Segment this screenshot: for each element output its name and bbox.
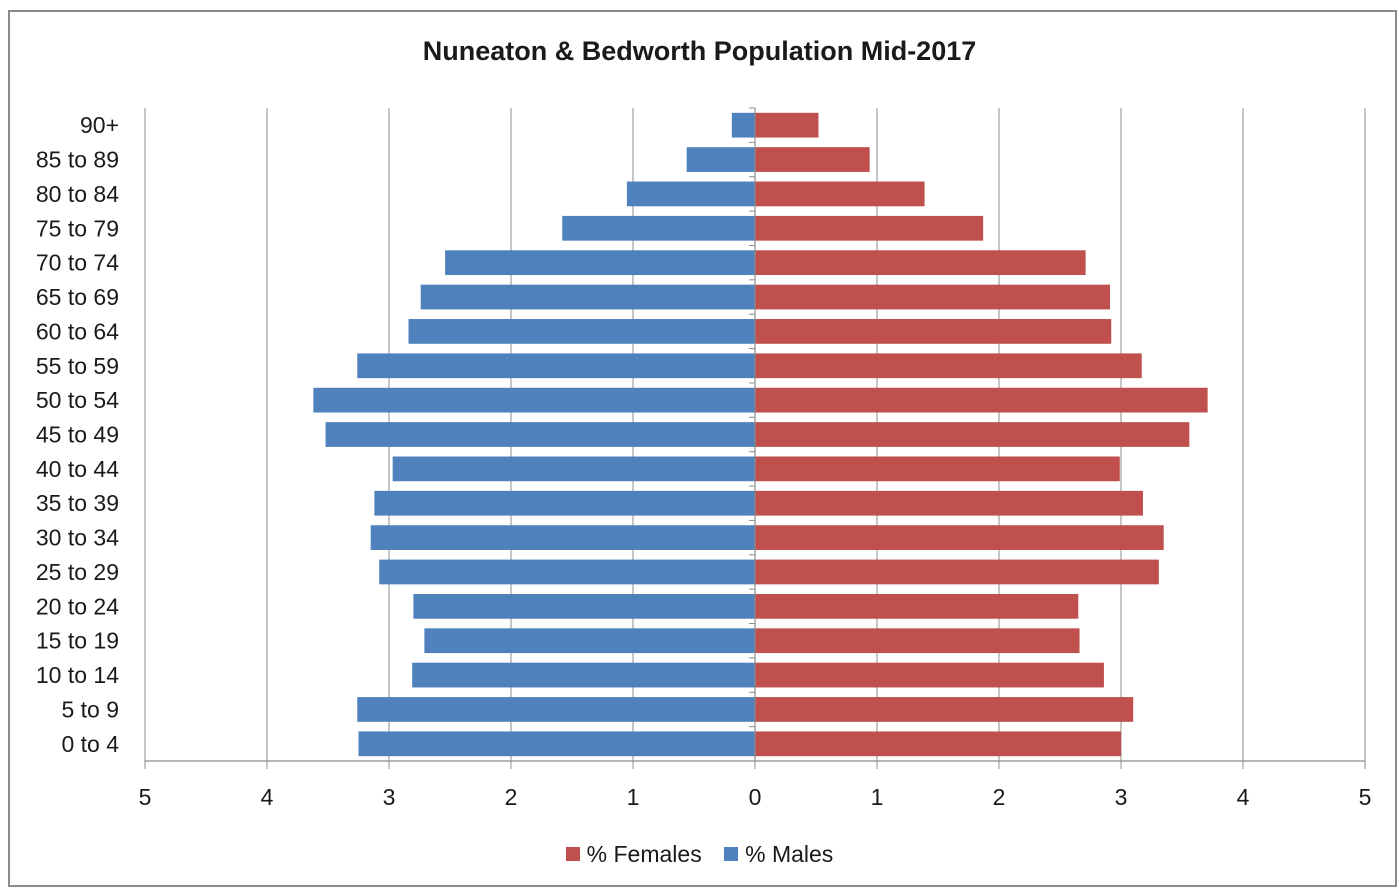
bar-males-15 [424,628,755,654]
category-label-18: 0 to 4 [61,731,119,757]
category-label-15: 15 to 19 [36,628,119,654]
category-label-17: 5 to 9 [61,696,119,722]
legend-swatch-males [724,847,739,861]
bar-females-17 [755,697,1134,722]
legend-swatch-females [565,847,580,861]
bar-females-16 [755,662,1104,688]
bar-males-17 [357,697,755,722]
bar-females-2 [755,181,925,207]
legend-item-males: % Males [724,841,833,868]
x-tick-label-4: 1 [627,784,640,810]
bar-females-7 [755,353,1142,379]
bar-males-18 [358,731,755,757]
bar-males-5 [420,284,755,310]
category-label-12: 30 to 34 [36,525,119,551]
bar-males-14 [413,593,755,619]
chart-plot: 90+ 85 to 89 80 to 84 75 to 79 70 to 74 65 to… [36,107,1372,810]
legend-label-females: % Females [586,840,702,867]
bar-males-9 [325,422,755,447]
bar-males-10 [392,456,755,482]
category-label-11: 35 to 39 [36,490,119,516]
bar-females-12 [755,525,1164,550]
bar-females-3 [755,215,984,241]
x-tick-label-8: 3 [1115,784,1128,810]
x-tick-label-5: 0 [749,784,762,810]
bar-females-0 [755,112,819,138]
category-label-13: 25 to 29 [36,559,119,585]
bar-females-13 [755,559,1159,585]
x-tick-label-6: 1 [871,784,884,810]
bar-males-2 [626,181,755,207]
x-tick-label-2: 3 [383,784,396,810]
category-label-4: 70 to 74 [36,250,119,276]
category-label-3: 75 to 79 [36,215,119,241]
category-label-6: 60 to 64 [36,318,119,344]
bar-females-6 [755,319,1112,344]
category-label-16: 10 to 14 [36,662,119,688]
category-label-14: 20 to 24 [36,593,119,619]
category-label-10: 40 to 44 [36,456,119,482]
x-tick-label-0: 5 [139,784,152,810]
bar-males-11 [374,490,755,516]
category-label-0: 90+ [80,112,119,138]
bar-females-14 [755,593,1079,619]
bar-males-13 [379,559,755,585]
bar-males-4 [445,250,755,276]
category-label-1: 85 to 89 [36,147,119,173]
x-tick-label-7: 2 [993,784,1006,810]
bar-females-4 [755,250,1086,276]
bar-males-12 [370,525,755,550]
bar-females-10 [755,456,1120,482]
bar-males-16 [412,662,755,688]
category-label-7: 55 to 59 [36,353,119,379]
category-label-8: 50 to 54 [36,387,119,413]
bar-females-18 [755,731,1121,757]
chart-title: Nuneaton & Bedworth Population Mid-2017 [422,36,977,66]
legend-item-females: % Females [565,840,702,868]
x-tick-label-9: 4 [1237,784,1250,810]
bar-females-11 [755,490,1143,516]
bar-females-9 [755,422,1190,447]
bar-males-7 [357,353,755,379]
bar-females-15 [755,628,1080,654]
legend-label-males: % Males [745,840,834,867]
bar-males-1 [686,147,755,172]
bar-females-5 [755,284,1111,310]
bar-males-8 [313,387,755,413]
category-label-5: 65 to 69 [36,284,119,310]
bar-females-1 [755,147,870,172]
chart-legend: % Females % Males [0,840,1399,868]
bar-females-8 [755,387,1208,413]
category-label-9: 45 to 49 [36,422,119,448]
x-tick-label-10: 5 [1359,784,1372,810]
x-tick-label-1: 4 [261,784,274,810]
bar-males-0 [731,112,755,138]
category-label-2: 80 to 84 [36,181,119,207]
bar-males-6 [408,319,755,344]
x-tick-label-3: 2 [505,784,518,810]
bar-males-3 [562,215,755,241]
